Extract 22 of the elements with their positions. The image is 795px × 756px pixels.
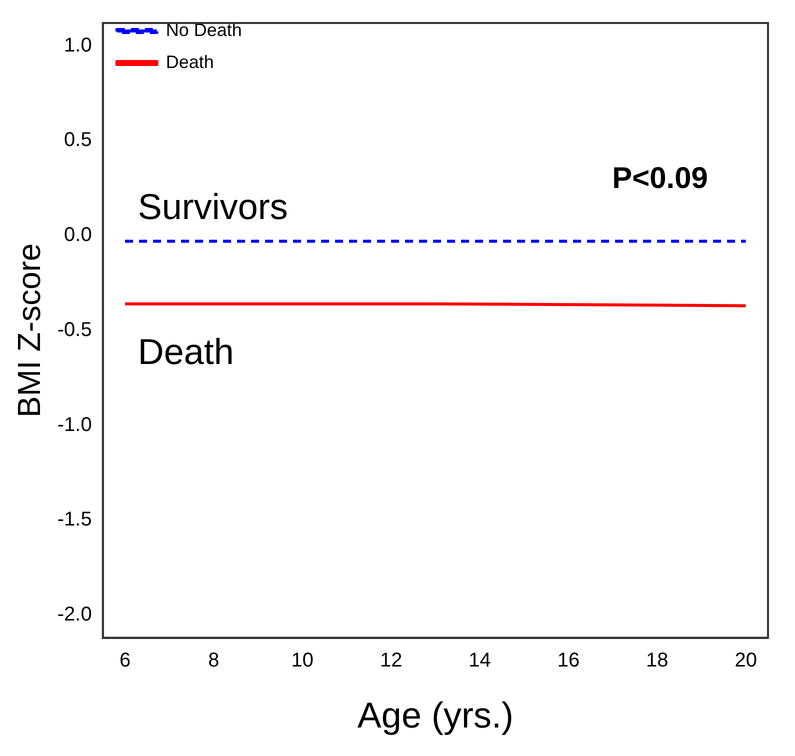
y-tick-label: -0.5: [57, 318, 92, 341]
legend-label: No Death: [166, 20, 242, 40]
y-tick-label: -2.0: [57, 604, 92, 626]
y-tick-label: 0.0: [64, 224, 92, 246]
y-tick-label: 1.0: [64, 34, 92, 56]
annotation: P<0.09: [612, 162, 708, 195]
x-axis-title: Age (yrs.): [357, 694, 514, 736]
y-tick-label: 0.5: [64, 129, 92, 152]
legend-label: Death: [166, 52, 214, 72]
annotation: Survivors: [138, 186, 288, 228]
x-tick-label: 12: [380, 649, 402, 672]
x-tick-label: 6: [119, 649, 131, 672]
x-tick-label: 20: [734, 649, 757, 672]
x-tick-label: 14: [468, 649, 491, 672]
x-tick-label: 18: [646, 649, 668, 672]
y-axis-title: BMI Z-score: [11, 243, 48, 418]
y-tick-label: -1.0: [57, 414, 92, 436]
x-tick-label: 8: [208, 649, 220, 672]
x-tick-label: 10: [291, 649, 314, 672]
y-tick-label: -1.5: [57, 508, 92, 531]
annotation: Death: [138, 330, 234, 372]
x-tick-label: 16: [557, 649, 580, 672]
